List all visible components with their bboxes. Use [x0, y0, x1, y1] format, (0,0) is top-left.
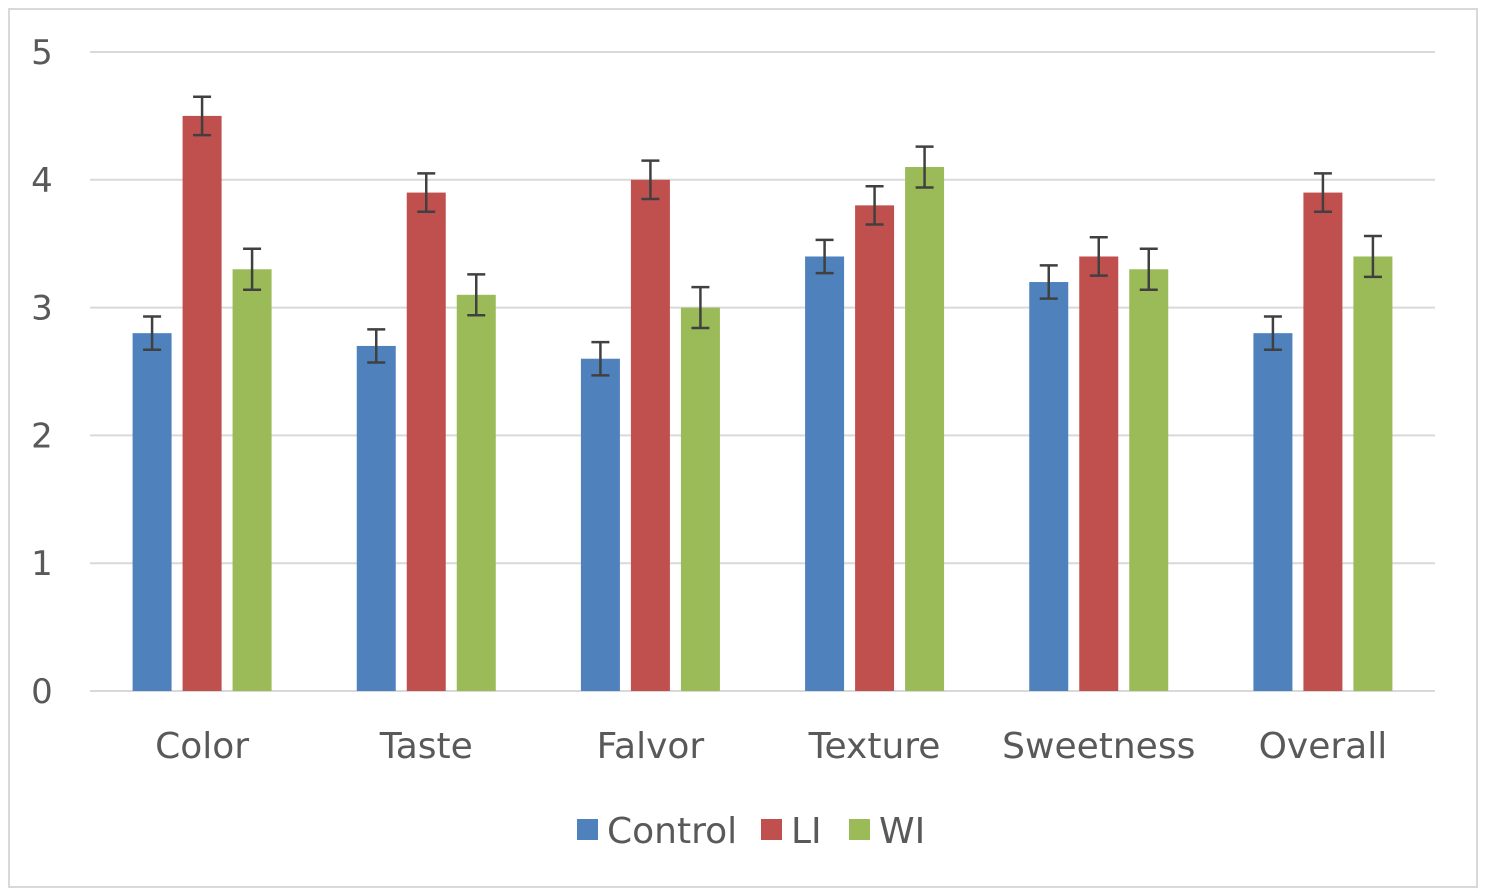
error-bar-texture-li: [865, 184, 884, 226]
error-bar-sweetness-li: [1089, 236, 1108, 277]
legend-label: WI: [879, 811, 925, 852]
bar-falvor-control: [580, 358, 620, 691]
x-category-label: Sweetness: [1002, 726, 1195, 767]
x-category-label: Overall: [1259, 726, 1388, 767]
error-bar-taste-control: [367, 328, 386, 364]
legend: Control LI WI: [577, 811, 925, 852]
bar-texture-li: [855, 205, 895, 692]
error-bar-overall-li: [1313, 172, 1332, 213]
y-axis-ticks: 0 1 2 3 4 5: [31, 33, 53, 712]
legend-item-li: LI: [761, 811, 822, 852]
bar-overall-li: [1303, 192, 1343, 691]
y-tick-label: 4: [31, 161, 53, 201]
error-bar-sweetness-wi: [1139, 247, 1158, 291]
error-bar-color-control: [143, 315, 162, 352]
gridlines: [90, 51, 1435, 692]
error-bar-overall-control: [1263, 315, 1282, 352]
bar-taste-li: [406, 192, 446, 691]
error-bar-texture-control: [815, 238, 834, 275]
error-bar-taste-li: [417, 172, 436, 213]
error-bar-sweetness-control: [1039, 264, 1058, 300]
legend-swatch: [761, 819, 782, 840]
x-category-label: Color: [155, 726, 249, 767]
bar-texture-wi: [905, 167, 945, 691]
error-bar-color-li: [193, 95, 212, 137]
error-bar-taste-wi: [467, 273, 486, 317]
error-bars: [143, 95, 1382, 377]
y-tick-label: 2: [31, 416, 53, 456]
bar-falvor-wi: [680, 307, 720, 691]
bar-taste-wi: [456, 294, 496, 691]
bar-overall-control: [1253, 333, 1293, 691]
error-bar-falvor-wi: [691, 285, 710, 330]
legend-item-control: Control: [577, 811, 737, 852]
legend-item-wi: WI: [849, 811, 925, 852]
bar-color-li: [182, 115, 222, 691]
error-bar-falvor-control: [591, 340, 610, 377]
y-tick-label: 5: [31, 33, 53, 73]
y-tick-label: 3: [31, 289, 53, 329]
error-bar-overall-wi: [1363, 234, 1382, 279]
bar-falvor-li: [630, 179, 670, 692]
bar-color-control: [132, 333, 172, 691]
x-category-label: Taste: [379, 726, 473, 767]
legend-label: LI: [791, 811, 822, 852]
legend-label: Control: [607, 811, 737, 852]
bars: [132, 115, 1393, 692]
x-category-label: Falvor: [597, 726, 705, 767]
bar-taste-control: [356, 345, 396, 691]
bar-overall-wi: [1353, 256, 1393, 691]
legend-swatch: [849, 819, 870, 840]
y-tick-label: 1: [31, 544, 53, 584]
error-bar-texture-wi: [915, 145, 934, 189]
error-bar-falvor-li: [641, 159, 660, 201]
bar-color-wi: [232, 269, 272, 691]
legend-swatch: [577, 819, 598, 840]
x-category-label: Texture: [808, 726, 941, 767]
error-bar-color-wi: [243, 247, 262, 291]
bar-sweetness-li: [1079, 256, 1119, 691]
bar-sweetness-wi: [1129, 269, 1169, 691]
bar-texture-control: [805, 256, 845, 691]
x-axis-labels: Color Taste Falvor Texture Sweetness Overall: [155, 726, 1387, 767]
y-tick-label: 0: [31, 672, 53, 712]
bar-sweetness-control: [1029, 282, 1069, 691]
